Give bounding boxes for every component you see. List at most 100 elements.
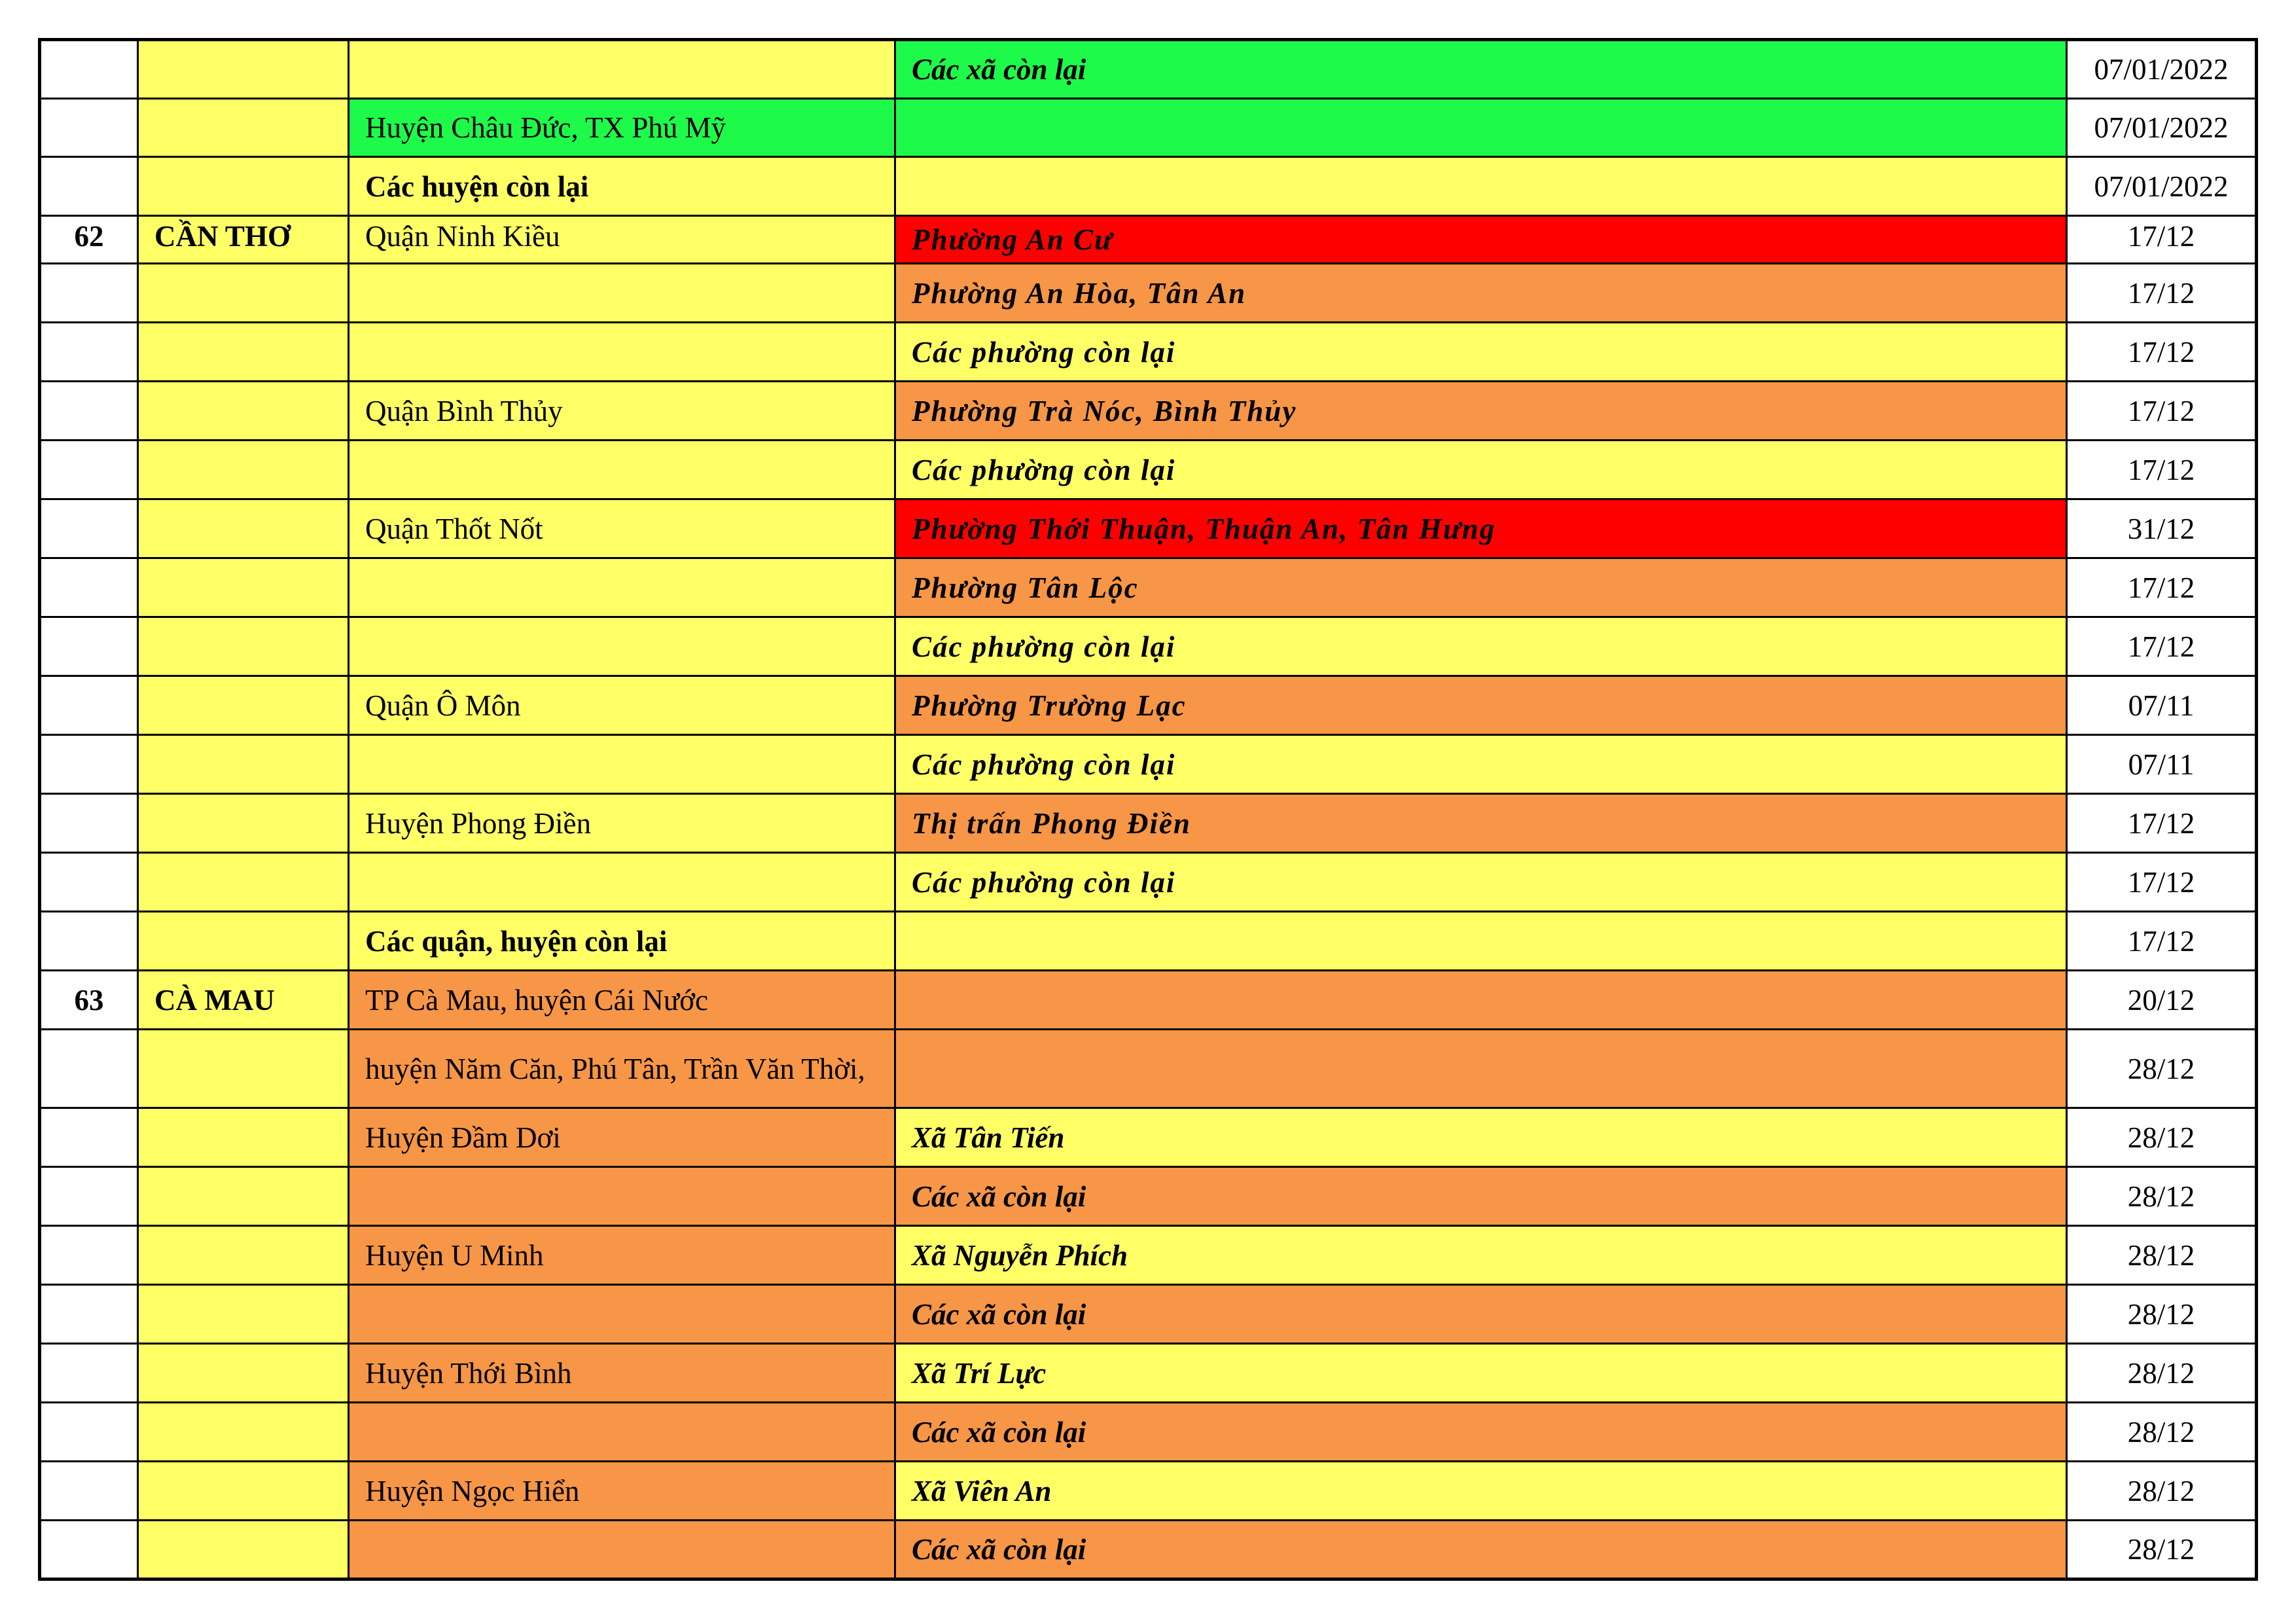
province-cell xyxy=(137,675,350,736)
ward-cell: Phường An Cư xyxy=(894,215,2068,264)
province-cell xyxy=(137,498,350,559)
date-cell: 17/12 xyxy=(2066,852,2257,912)
date-cell: 28/12 xyxy=(2066,1225,2257,1286)
row-number xyxy=(39,1284,139,1344)
zone-table: Các xã còn lại 07/01/2022 Huyện Châu Đức, … xyxy=(38,38,2258,1581)
district-cell xyxy=(348,262,896,323)
table-row: Các phường còn lại 17/12 xyxy=(39,321,2257,382)
district-cell xyxy=(348,557,896,618)
ward-cell: Phường Trường Lạc xyxy=(894,675,2068,736)
province-cell xyxy=(137,1166,350,1227)
province-cell xyxy=(137,1519,350,1580)
table-row: Các xã còn lại 28/12 xyxy=(39,1166,2257,1227)
row-number xyxy=(39,734,139,795)
ward-cell: Các xã còn lại xyxy=(894,1401,2068,1462)
row-number xyxy=(39,793,139,854)
row-number xyxy=(39,852,139,912)
date-cell: 28/12 xyxy=(2066,1107,2257,1168)
row-number: 62 xyxy=(39,215,139,264)
table-row: Các xã còn lại 28/12 xyxy=(39,1284,2257,1344)
table-row: 63 CÀ MAU TP Cà Mau, huyện Cái Nước 20/12 xyxy=(39,969,2257,1030)
ward-cell xyxy=(894,156,2068,217)
ward-cell xyxy=(894,1028,2068,1109)
row-number xyxy=(39,557,139,618)
row-number: 63 xyxy=(39,969,139,1030)
row-number xyxy=(39,1225,139,1286)
date-cell: 17/12 xyxy=(2066,262,2257,323)
district-cell: Huyện Phong Điền xyxy=(348,793,896,854)
row-number xyxy=(39,1460,139,1521)
row-number xyxy=(39,439,139,500)
district-cell xyxy=(348,321,896,382)
province-cell xyxy=(137,1460,350,1521)
district-cell: huyện Năm Căn, Phú Tân, Trần Văn Thời, xyxy=(348,1028,896,1109)
table-row: Huyện Thới Bình Xã Trí Lực 28/12 xyxy=(39,1343,2257,1403)
district-cell xyxy=(348,1519,896,1580)
date-cell: 28/12 xyxy=(2066,1343,2257,1403)
date-cell: 17/12 xyxy=(2066,321,2257,382)
province-cell xyxy=(137,156,350,217)
row-number xyxy=(39,380,139,441)
table-row: Huyện Phong Điền Thị trấn Phong Điền 17/12 xyxy=(39,793,2257,854)
district-cell: Các huyện còn lại xyxy=(348,156,896,217)
district-cell: Huyện Ngọc Hiển xyxy=(348,1460,896,1521)
zone-table-body: Các xã còn lại 07/01/2022 Huyện Châu Đức, … xyxy=(39,39,2257,1580)
ward-cell: Các xã còn lại xyxy=(894,39,2068,99)
date-cell: 17/12 xyxy=(2066,911,2257,971)
province-cell xyxy=(137,262,350,323)
date-cell: 17/12 xyxy=(2066,616,2257,677)
row-number xyxy=(39,1028,139,1109)
date-cell: 07/01/2022 xyxy=(2066,98,2257,158)
date-cell: 17/12 xyxy=(2066,439,2257,500)
date-cell: 07/01/2022 xyxy=(2066,156,2257,217)
table-row: Quận Bình Thủy Phường Trà Nóc, Bình Thủy 1… xyxy=(39,380,2257,441)
province-cell xyxy=(137,734,350,795)
district-cell: Quận Bình Thủy xyxy=(348,380,896,441)
province-cell xyxy=(137,852,350,912)
row-number xyxy=(39,911,139,971)
district-cell xyxy=(348,1401,896,1462)
table-row: Huyện U Minh Xã Nguyễn Phích 28/12 xyxy=(39,1225,2257,1286)
district-cell: Huyện Đầm Dơi xyxy=(348,1107,896,1168)
table-row: Huyện Châu Đức, TX Phú Mỹ 07/01/2022 xyxy=(39,98,2257,158)
row-number xyxy=(39,98,139,158)
district-cell xyxy=(348,616,896,677)
date-cell: 28/12 xyxy=(2066,1401,2257,1462)
district-cell xyxy=(348,439,896,500)
row-number xyxy=(39,616,139,677)
ward-cell: Phường Thới Thuận, Thuận An, Tân Hưng xyxy=(894,498,2068,559)
date-cell: 28/12 xyxy=(2066,1460,2257,1521)
ward-cell: Các phường còn lại xyxy=(894,439,2068,500)
ward-cell: Các phường còn lại xyxy=(894,616,2068,677)
ward-cell: Các xã còn lại xyxy=(894,1519,2068,1580)
date-cell: 31/12 xyxy=(2066,498,2257,559)
date-cell: 28/12 xyxy=(2066,1519,2257,1580)
ward-cell: Xã Trí Lực xyxy=(894,1343,2068,1403)
table-row: Các xã còn lại 28/12 xyxy=(39,1401,2257,1462)
district-cell: Huyện Thới Bình xyxy=(348,1343,896,1403)
ward-cell: Thị trấn Phong Điền xyxy=(894,793,2068,854)
province-cell xyxy=(137,321,350,382)
province-cell xyxy=(137,1343,350,1403)
ward-cell: Các phường còn lại xyxy=(894,734,2068,795)
ward-cell: Phường An Hòa, Tân An xyxy=(894,262,2068,323)
table-row: Các phường còn lại 07/11 xyxy=(39,734,2257,795)
province-cell xyxy=(137,911,350,971)
table-row: Huyện Đầm Dơi Xã Tân Tiến 28/12 xyxy=(39,1107,2257,1168)
ward-cell: Xã Nguyễn Phích xyxy=(894,1225,2068,1286)
ward-cell: Xã Viên An xyxy=(894,1460,2068,1521)
ward-cell: Xã Tân Tiến xyxy=(894,1107,2068,1168)
district-cell: Huyện Châu Đức, TX Phú Mỹ xyxy=(348,98,896,158)
date-cell: 17/12 xyxy=(2066,215,2257,264)
ward-cell: Các xã còn lại xyxy=(894,1166,2068,1227)
province-cell: CẦN THƠ xyxy=(137,215,350,264)
date-cell: 17/12 xyxy=(2066,793,2257,854)
date-cell: 07/01/2022 xyxy=(2066,39,2257,99)
district-cell: Các quận, huyện còn lại xyxy=(348,911,896,971)
row-number xyxy=(39,675,139,736)
row-number xyxy=(39,262,139,323)
date-cell: 07/11 xyxy=(2066,675,2257,736)
row-number xyxy=(39,156,139,217)
table-row: Phường An Hòa, Tân An 17/12 xyxy=(39,262,2257,323)
district-cell: Quận Ninh Kiều xyxy=(348,215,896,264)
